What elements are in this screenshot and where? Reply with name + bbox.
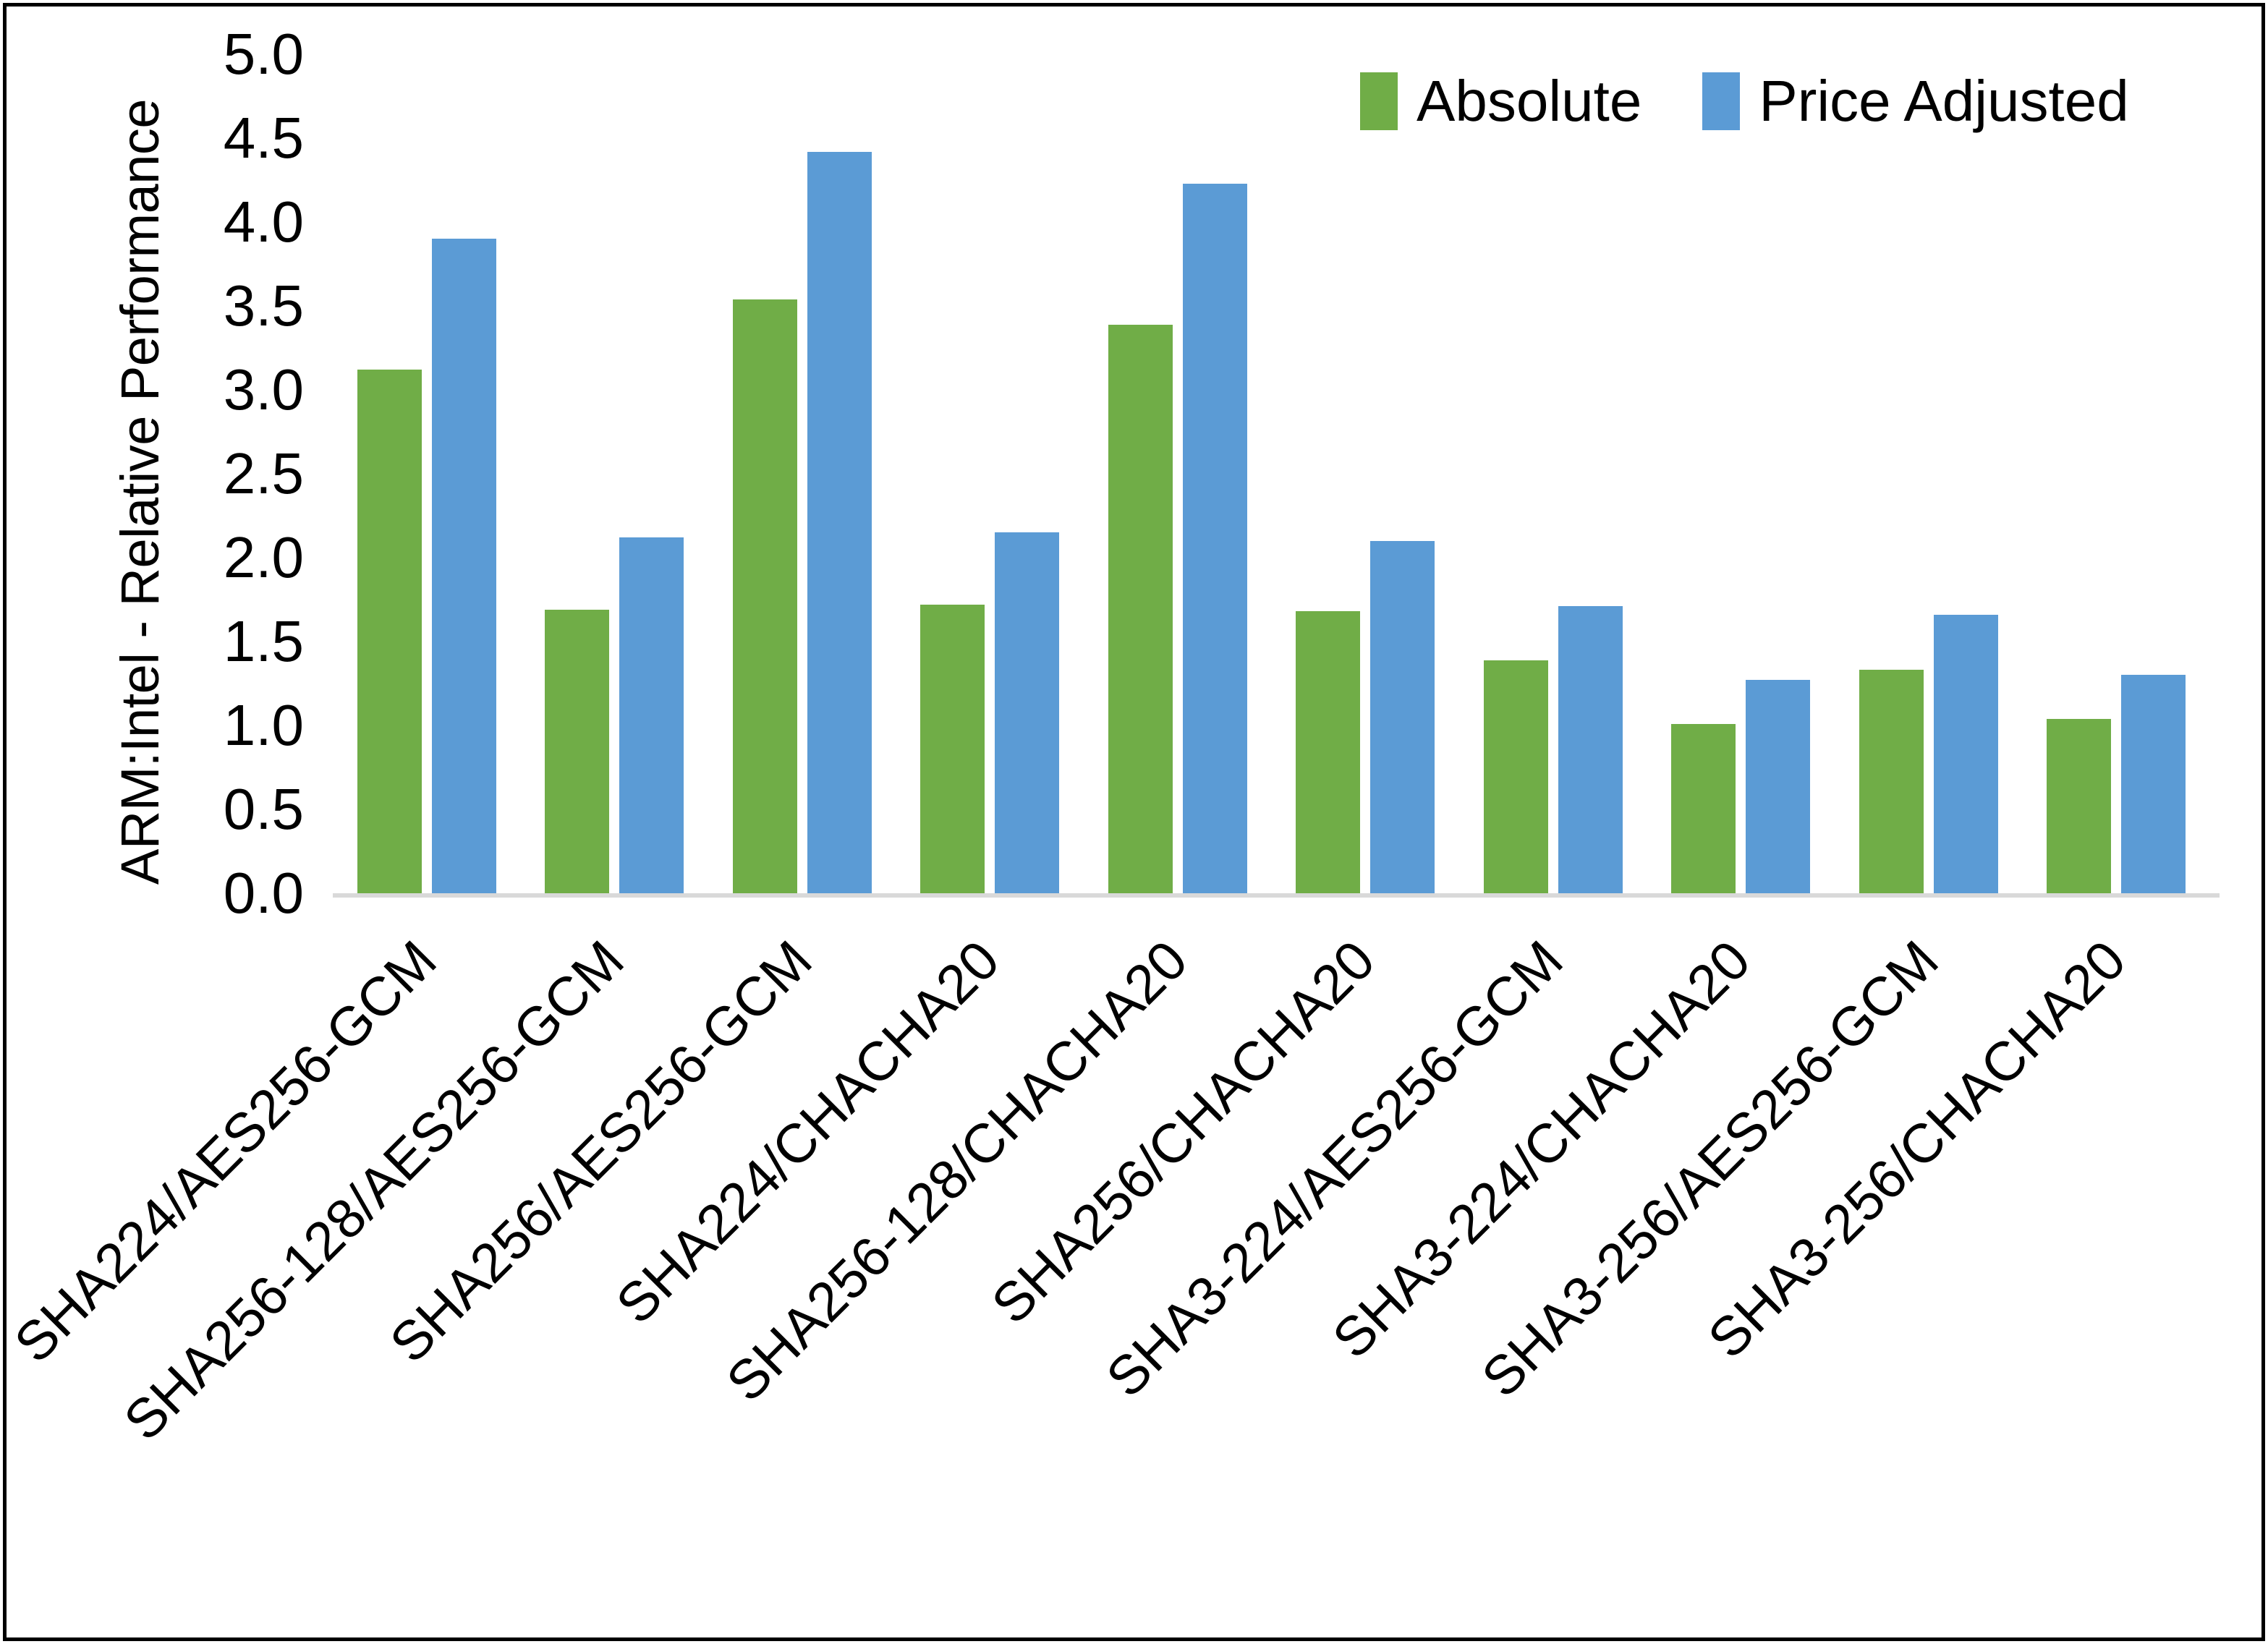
bar-absolute[interactable]: [1859, 670, 1924, 893]
y-tick-label: 1.0: [223, 693, 304, 757]
y-tick-label: 5.0: [223, 22, 304, 86]
bar-absolute[interactable]: [920, 604, 985, 893]
bar-price-adjusted[interactable]: [1746, 680, 1811, 893]
bar-group: [1084, 54, 1272, 893]
bar-price-adjusted[interactable]: [1370, 540, 1435, 893]
legend-label-absolute: Absolute: [1417, 69, 1642, 133]
y-tick-label: 0.0: [223, 861, 304, 925]
y-tick-label: 2.5: [223, 441, 304, 506]
bar-price-adjusted[interactable]: [619, 537, 684, 893]
bar-price-adjusted[interactable]: [1933, 614, 1998, 893]
legend-label-price-adjusted: Price Adjusted: [1759, 69, 2129, 133]
legend-swatch-absolute-icon: [1360, 72, 1398, 130]
bar-group: [333, 54, 521, 893]
bar-absolute[interactable]: [2047, 718, 2112, 893]
bar-price-adjusted[interactable]: [431, 239, 496, 893]
y-tick-label: 3.5: [223, 273, 304, 338]
y-tick-label: 0.5: [223, 777, 304, 841]
bar-price-adjusted[interactable]: [2121, 675, 2186, 893]
y-tick-label: 2.0: [223, 525, 304, 589]
bar-group: [2023, 54, 2211, 893]
plot-area: [333, 54, 2210, 893]
bar-group: [1835, 54, 2023, 893]
y-tick-label: 3.0: [223, 357, 304, 422]
legend-swatch-price-adjusted-icon: [1702, 72, 1741, 130]
bar-price-adjusted[interactable]: [1182, 183, 1247, 893]
y-axis-tick-labels: 5.0 4.5 4.0 3.5 3.0 2.5 2.0 1.5 1.0 0.5 0.0: [0, 0, 304, 1644]
chart-legend: Absolute Price Adjusted: [1360, 61, 2129, 141]
y-tick-label: 4.5: [223, 106, 304, 170]
bar-group: [1272, 54, 1460, 893]
x-axis-baseline: [333, 893, 2220, 898]
bar-absolute[interactable]: [1671, 723, 1736, 893]
y-tick-label: 4.0: [223, 189, 304, 254]
bar-price-adjusted[interactable]: [995, 532, 1060, 893]
bar-absolute[interactable]: [1483, 660, 1548, 893]
bar-absolute[interactable]: [1108, 324, 1173, 893]
bar-group: [1459, 54, 1647, 893]
bar-price-adjusted[interactable]: [807, 151, 872, 893]
bar-price-adjusted[interactable]: [1558, 606, 1623, 893]
bar-group: [896, 54, 1084, 893]
legend-item-price-adjusted[interactable]: Price Adjusted: [1702, 69, 2129, 133]
bar-absolute[interactable]: [732, 299, 797, 893]
bar-absolute[interactable]: [357, 370, 422, 893]
bar-group: [1647, 54, 1835, 893]
bar-absolute[interactable]: [1296, 611, 1361, 893]
bar-group: [521, 54, 709, 893]
legend-item-absolute[interactable]: Absolute: [1360, 72, 1641, 130]
bar-absolute[interactable]: [545, 609, 610, 893]
y-tick-label: 1.5: [223, 609, 304, 673]
bar-group: [708, 54, 896, 893]
